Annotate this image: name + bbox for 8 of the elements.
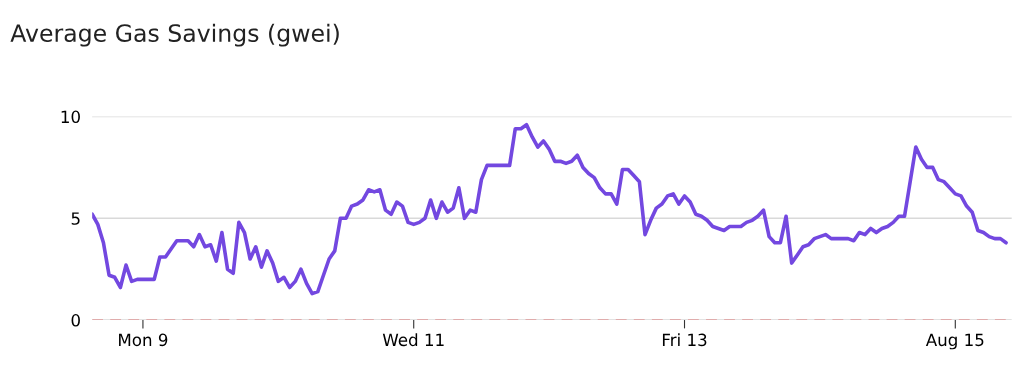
chart-title: Average Gas Savings (gwei) (10, 23, 339, 47)
y-tick-label: 10 (61, 110, 80, 124)
x-tick-label: Fri 13 (662, 333, 707, 347)
y-tick-label: 5 (71, 212, 80, 225)
x-tick-label: Mon 9 (119, 333, 168, 347)
x-tick-label: Wed 11 (382, 333, 444, 347)
y-tick-label: 0 (71, 314, 80, 327)
x-tick-label: Aug 15 (925, 333, 984, 350)
